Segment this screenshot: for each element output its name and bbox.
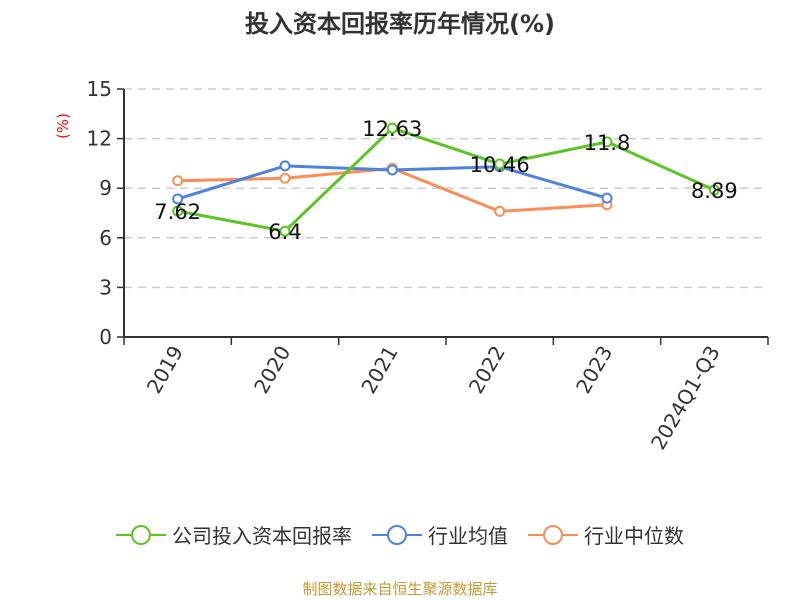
data-point[interactable] (386, 122, 398, 134)
y-tick-label: 15 (87, 77, 112, 101)
axes: 0 3 6 9 12 15 2019 2020 2021 2022 2023 2024Q1-Q3 (87, 77, 769, 454)
x-tick-label: 2019 (142, 342, 188, 398)
data-label: 8.89 (691, 179, 738, 203)
chart-title: 投入资本回报率历年情况(%) (245, 10, 555, 38)
data-point[interactable] (172, 205, 184, 217)
data-point[interactable] (601, 136, 613, 148)
data-point[interactable] (601, 192, 613, 204)
legend-item-industry-median[interactable]: 行业中位数 (528, 520, 684, 549)
y-tick-label: 6 (99, 226, 112, 250)
legend-item-company[interactable]: 公司投入资本回报率 (116, 520, 352, 549)
data-point[interactable] (494, 205, 506, 217)
x-tick-label: 2022 (464, 341, 510, 397)
data-point[interactable] (279, 160, 291, 172)
data-point[interactable] (172, 193, 184, 205)
line-chart: (%) 0 3 6 9 12 15 2019 2020 2021 2022 2023 2024Q1-Q… (54, 77, 769, 454)
data-point[interactable] (494, 158, 506, 170)
data-point[interactable] (172, 175, 184, 187)
data-label: 10.46 (470, 153, 530, 177)
data-label: 6.4 (268, 220, 301, 244)
y-tick-label: 12 (87, 127, 112, 151)
y-tick-label: 0 (99, 325, 112, 349)
series-line (177, 126, 715, 233)
legend-item-industry-avg[interactable]: 行业均值 (372, 520, 508, 549)
data-point[interactable] (279, 225, 291, 237)
x-tick-label: 2024Q1-Q3 (646, 342, 725, 454)
y-axis-unit-label: (%) (54, 113, 72, 139)
series-lines (172, 122, 720, 237)
data-label: 7.62 (154, 200, 201, 224)
grid-lines (124, 88, 768, 289)
legend-line-circle-icon (372, 524, 422, 545)
data-point[interactable] (386, 164, 398, 176)
legend-line-circle-icon (528, 524, 578, 545)
legend-label-company: 公司投入资本回报率 (172, 524, 352, 548)
source-footer: 制图数据来自恒生聚源数据库 (302, 580, 498, 598)
legend-label-industry-avg: 行业均值 (428, 524, 508, 548)
data-point[interactable] (708, 184, 720, 196)
legend-label-industry-median: 行业中位数 (584, 524, 684, 548)
y-tick-label: 9 (99, 176, 112, 200)
y-tick-label: 3 (99, 275, 112, 299)
x-tick-label: 2020 (249, 342, 295, 398)
data-labels: 7.62 6.4 12.63 10.46 11.8 8.89 (154, 117, 737, 244)
legend: 公司投入资本回报率 行业均值 行业中位数 (0, 520, 800, 549)
data-label: 11.8 (584, 131, 631, 155)
legend-line-circle-icon (116, 524, 166, 545)
data-label: 12.63 (362, 117, 422, 141)
data-point[interactable] (279, 172, 291, 184)
x-tick-label: 2021 (356, 342, 402, 398)
x-tick-label: 2023 (571, 342, 617, 398)
